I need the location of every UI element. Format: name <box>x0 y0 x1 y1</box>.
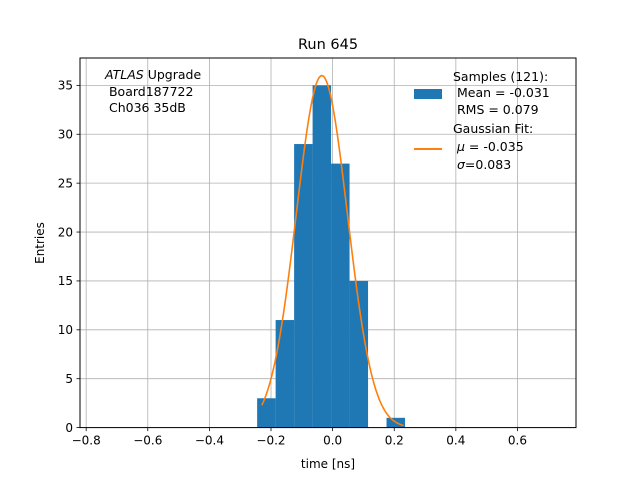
legend-samples-mean: Mean = -0.031 <box>453 85 550 100</box>
legend-fit-mu-symbol: μ <box>453 139 465 154</box>
legend-samples-rms: RMS = 0.079 <box>453 102 539 117</box>
annotation-line-3: Ch036 35dB <box>105 100 186 115</box>
x-axis-ticks: −0.8 −0.6 −0.4 −0.2 0.0 0.2 0.4 0.6 <box>72 427 527 448</box>
legend-fit-mu-value: = -0.035 <box>465 139 524 154</box>
y-tick-label: 10 <box>58 323 73 337</box>
legend-fit-sigma-symbol: σ <box>453 157 466 172</box>
legend-samples-title: Samples (121): <box>453 69 548 84</box>
histogram-bars <box>257 85 406 428</box>
y-tick-label: 20 <box>58 225 73 239</box>
x-tick-label: −0.8 <box>72 434 101 448</box>
histogram-bar <box>331 163 350 428</box>
fit-line <box>261 74 404 427</box>
y-tick-label: 25 <box>58 176 73 190</box>
plot-annotation: ATLAS Upgrade Board187722 Ch036 35dB <box>104 67 201 115</box>
y-tick-label: 0 <box>65 421 73 435</box>
y-tick-label: 5 <box>65 372 73 386</box>
chart-title: Run 645 <box>298 37 358 53</box>
histogram-bar <box>349 280 369 428</box>
legend-fit-sigma-value: =0.083 <box>465 157 511 172</box>
x-tick-label: 0.6 <box>508 434 527 448</box>
annotation-atlas: ATLAS <box>104 67 144 82</box>
x-tick-label: −0.2 <box>256 434 285 448</box>
histogram-bar <box>275 320 295 428</box>
y-tick-label: 15 <box>58 274 73 288</box>
legend-swatch-samples <box>414 89 442 99</box>
x-tick-label: 0.0 <box>323 434 342 448</box>
plot-frame <box>79 57 577 429</box>
gaussian-fit-curve <box>261 74 404 427</box>
histogram-bar <box>294 144 313 428</box>
annotation-line-2: Board187722 <box>105 84 193 99</box>
annotation-line-1: ATLAS Upgrade <box>104 67 201 82</box>
x-tick-label: 0.4 <box>446 434 465 448</box>
x-axis-label: time [ns] <box>301 457 355 471</box>
y-axis-ticks: 0 5 10 15 20 25 30 35 <box>58 79 80 435</box>
y-tick-label: 35 <box>58 79 73 93</box>
x-tick-label: −0.4 <box>195 434 224 448</box>
y-axis-label: Entries <box>33 222 47 264</box>
x-tick-label: 0.2 <box>385 434 404 448</box>
annotation-upgrade: Upgrade <box>144 67 202 82</box>
legend-fit-sigma: σ=0.083 <box>453 157 511 172</box>
x-tick-label: −0.6 <box>133 434 162 448</box>
legend-fit-title: Gaussian Fit: <box>453 121 533 136</box>
legend-fit-mu: μ = -0.035 <box>453 139 524 154</box>
legend: Samples (121): Mean = -0.031 RMS = 0.079… <box>414 69 550 172</box>
y-tick-label: 30 <box>58 128 73 142</box>
histogram-bar <box>257 398 276 428</box>
histogram-bar <box>312 85 332 428</box>
